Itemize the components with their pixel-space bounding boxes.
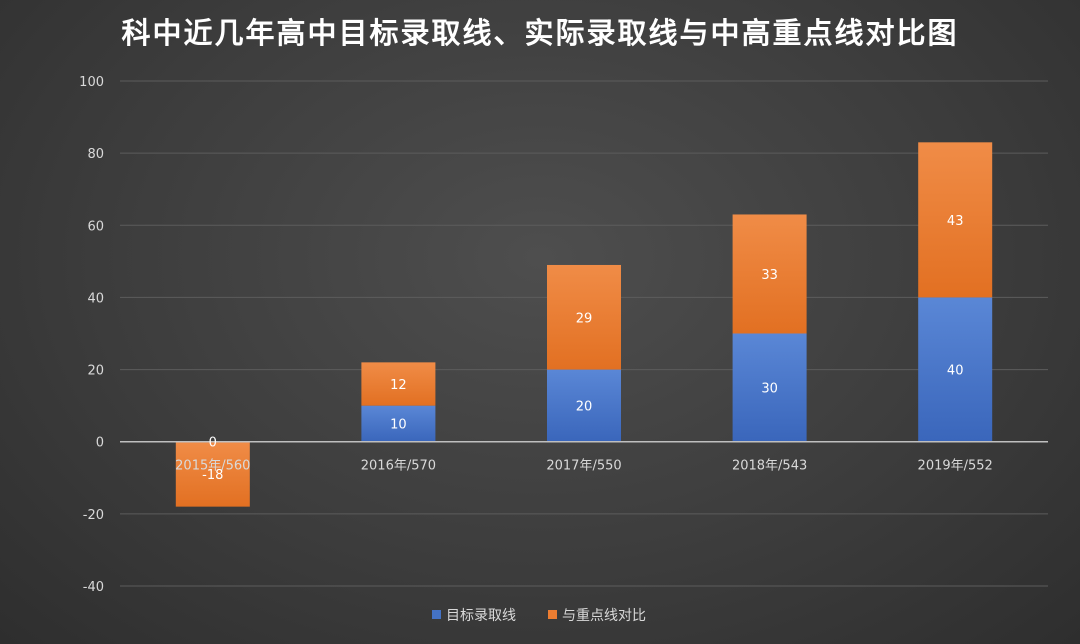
bar-segment	[547, 264, 621, 370]
y-tick-label: 60	[87, 219, 104, 234]
bar-segment	[918, 297, 993, 442]
bar-segment	[732, 333, 807, 442]
data-label: 30	[761, 382, 778, 397]
x-tick-label: 2017年/550	[546, 459, 621, 474]
data-label: 40	[947, 364, 964, 379]
data-label: 33	[761, 268, 778, 283]
y-tick-label: 20	[87, 364, 104, 379]
data-label: -18	[202, 468, 223, 483]
data-label: 0	[209, 436, 217, 451]
y-tick-label: -40	[83, 580, 104, 595]
data-label: 29	[576, 311, 593, 326]
y-tick-label: 40	[87, 291, 104, 306]
bar-segment	[175, 441, 250, 507]
x-tick-label: 2019年/552	[918, 459, 993, 474]
x-tick-label: 2018年/543	[732, 459, 807, 474]
legend: 目标录取线 与重点线对比	[432, 608, 646, 624]
x-tick-label: 2016年/570	[361, 459, 436, 474]
data-label: 12	[390, 378, 407, 393]
bars	[175, 142, 993, 507]
bar-segment	[361, 362, 436, 406]
chart-title: 科中近几年高中目标录取线、实际录取线与中高重点线对比图	[121, 16, 959, 50]
legend-swatch	[548, 610, 557, 619]
legend-label: 与重点线对比	[562, 608, 646, 624]
data-label: 43	[947, 214, 964, 229]
y-tick-label: 0	[96, 436, 104, 451]
bar-segment	[918, 142, 993, 298]
x-tick-label: 2015年/560	[175, 459, 250, 474]
legend-label: 目标录取线	[446, 608, 516, 624]
data-label: 10	[390, 418, 407, 433]
data-labels: 0 10 20 30 40 -18 12 29 33 43	[202, 214, 963, 483]
bar-segment	[547, 369, 621, 442]
legend-swatch	[432, 610, 441, 619]
y-tick-label: 100	[79, 75, 104, 90]
data-label: 20	[576, 400, 593, 415]
bar-segment	[732, 214, 807, 334]
y-tick-label: 80	[87, 147, 104, 162]
y-tick-label: -20	[83, 508, 104, 523]
bar-segment	[361, 405, 436, 442]
